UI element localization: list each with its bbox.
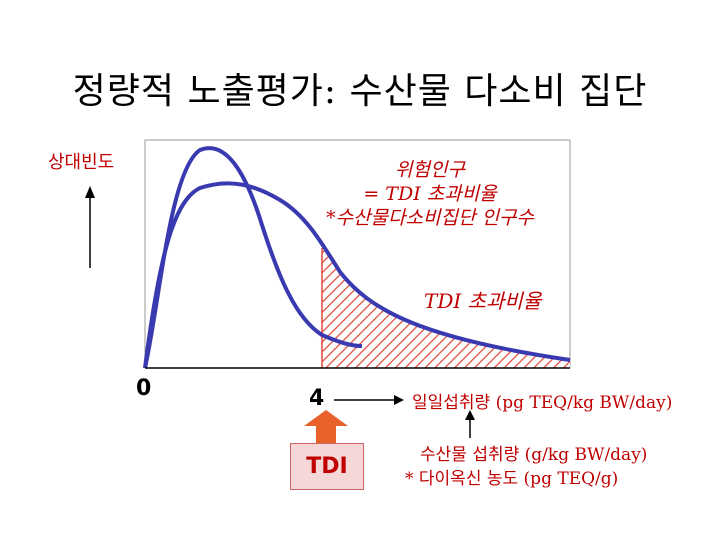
tdi-up-arrow (304, 410, 348, 443)
fish-intake-arrowhead (465, 410, 475, 420)
dioxin-concentration-label: * 다이옥신 농도 (pg TEQ/g) (405, 469, 619, 489)
tdi-exceed-label: TDI 초과비율 (424, 289, 542, 313)
risk-population-formula: 위험인구 = TDI 초과비율 *수산물다소비집단 인구수 (300, 158, 560, 230)
x-tdi-value-label: 4 (309, 386, 325, 411)
tdi-exceed-area (322, 243, 570, 368)
risk-population-title: 위험인구 (395, 159, 465, 181)
x-origin-label: 0 (136, 376, 152, 401)
risk-population-eq: = TDI 초과비율 (363, 183, 497, 205)
daily-intake-arrowhead (394, 395, 404, 405)
y-axis-label: 상대빈도 (48, 152, 115, 173)
fish-intake-label: 수산물 섭취량 (g/kg BW/day) (420, 445, 648, 465)
daily-intake-label: 일일섭취량 (pg TEQ/kg BW/day) (412, 393, 673, 413)
tdi-box: TDI (290, 443, 364, 490)
plot-frame (144, 139, 571, 368)
y-axis-arrowhead (85, 186, 95, 198)
risk-population-mult: *수산물다소비집단 인구수 (326, 207, 534, 229)
wide-distribution-curve (143, 181, 571, 369)
slide-title: 정량적 노출평가: 수산물 다소비 집단 (72, 71, 648, 112)
